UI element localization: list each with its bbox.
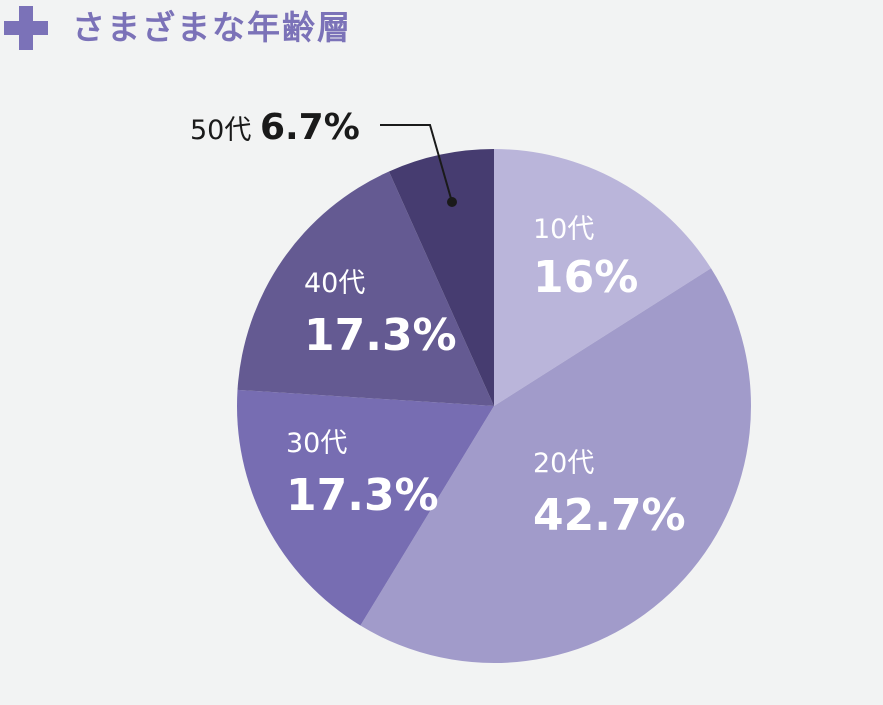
pie-slice-5 <box>388 149 494 406</box>
pie-labels: 10代 16% 20代 42.7% 30代 17.3% 40代 17.3% 50代 6.7% <box>190 107 686 541</box>
leader-line <box>380 124 453 203</box>
leader-dot <box>447 197 457 207</box>
plus-icon <box>4 6 48 50</box>
pie-slice-4 <box>237 171 494 406</box>
leader-line-group <box>380 124 457 207</box>
pie-slice-3 <box>236 389 494 626</box>
pie-slice-1 <box>494 149 711 406</box>
slice-value-4: 17.3% <box>304 310 457 361</box>
slice-label-5: 50代 6.7% <box>190 107 360 148</box>
slice-label-1: 10代 <box>533 214 594 245</box>
slice-label-3: 30代 <box>286 428 347 459</box>
slice-label-2: 20代 <box>533 448 594 479</box>
slice-value-2: 42.7% <box>533 490 686 541</box>
chart-title: さまざまな年齢層 <box>72 8 352 47</box>
plus-icon-horizontal-bar <box>4 21 48 35</box>
slice-label-4: 40代 <box>304 268 365 299</box>
chart-header: さまざまな年齢層 <box>4 6 352 50</box>
pie-slices <box>236 149 751 664</box>
slice-value-1: 16% <box>533 252 638 303</box>
pie-slice-2 <box>360 268 751 664</box>
slice-value-5: 6.7% <box>260 107 360 148</box>
slice-value-3: 17.3% <box>286 470 439 521</box>
slice-label-text-5: 50代 <box>190 115 260 146</box>
